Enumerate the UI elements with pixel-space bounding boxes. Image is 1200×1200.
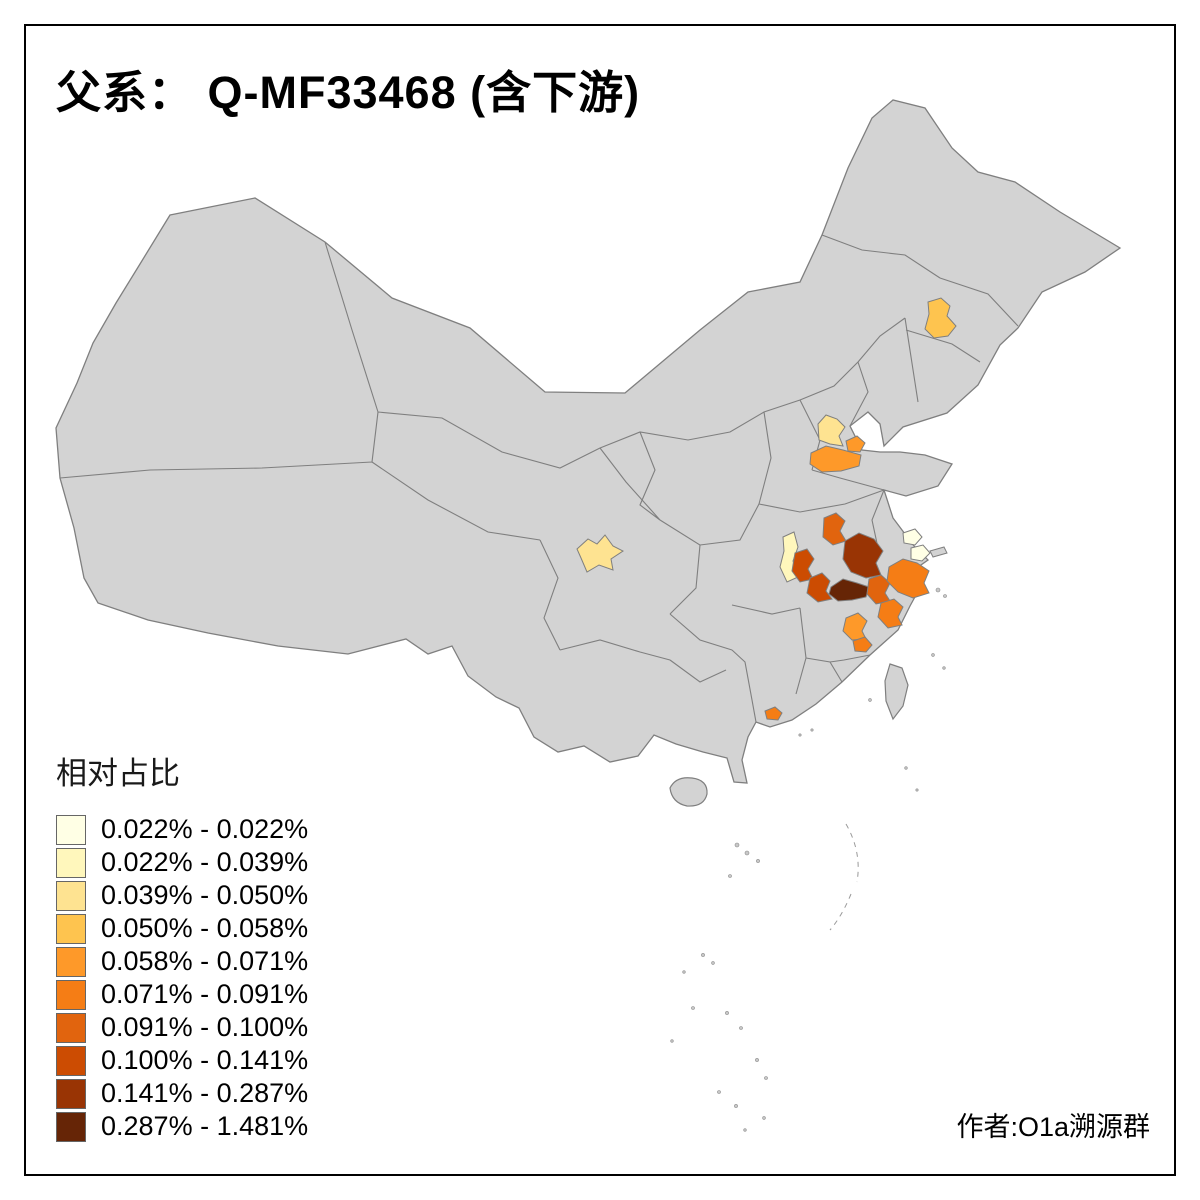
legend-item: 0.141% - 0.287% [56,1077,308,1110]
legend-swatch [56,946,86,977]
legend-item: 0.058% - 0.071% [56,945,308,978]
south-china-sea-islets [670,587,947,1132]
legend-swatch [56,814,86,845]
legend-label: 0.287% - 1.481% [101,1111,309,1141]
map-region-guangdong-dot [764,706,783,721]
legend-swatch [56,913,86,944]
map-region-zhejiang-jinhua [842,612,868,641]
legend-item: 0.022% - 0.039% [56,846,308,879]
map-region-jiangsu-south-pale-b [910,544,931,562]
hainan-island [669,777,708,807]
legend-item: 0.039% - 0.050% [56,879,308,912]
legend-swatch [56,1045,86,1076]
land-layer [55,99,1122,807]
legend-item: 0.022% - 0.022% [56,813,308,846]
legend-item: 0.287% - 1.481% [56,1110,308,1143]
legend-items: 0.022% - 0.022% 0.022% - 0.039% 0.039% - 0… [56,813,308,1143]
legend-label: 0.100% - 0.141% [101,1045,309,1075]
map-region-hubei-northeast [822,512,847,546]
maritime-dashed-boundary [829,823,859,931]
page-title: 父系： Q-MF33468 (含下游) [56,67,641,118]
map-region-shandong-west [845,435,866,453]
legend: 相对占比 0.022% - 0.022% 0.022% - 0.039% 0.039… [56,748,308,1143]
legend-label: 0.091% - 0.100% [101,1012,309,1042]
chongming-island [929,546,948,558]
legend-label: 0.050% - 0.058% [101,913,309,943]
legend-label: 0.058% - 0.071% [101,946,309,976]
legend-item: 0.071% - 0.091% [56,978,308,1011]
legend-item: 0.100% - 0.141% [56,1044,308,1077]
taiwan-island [884,663,909,721]
legend-item: 0.050% - 0.058% [56,912,308,945]
legend-label: 0.071% - 0.091% [101,979,309,1009]
legend-swatch [56,1111,86,1142]
legend-swatch [56,847,86,878]
legend-label: 0.022% - 0.022% [101,814,309,844]
legend-label: 0.039% - 0.050% [101,880,309,910]
legend-swatch [56,880,86,911]
legend-label: 0.141% - 0.287% [101,1078,309,1108]
map-region-zhejiang-ningbo [877,598,904,629]
map-region-hubei-central [791,548,815,583]
map-region-jiangxi-northwest [806,572,833,603]
map-region-zhejiang-wenzhou [852,636,873,653]
legend-swatch [56,1078,86,1109]
map-region-northeast-liaoning [924,297,957,339]
legend-title: 相对占比 [56,756,180,791]
legend-swatch [56,979,86,1010]
map-region-anhui-central-dark [842,532,884,579]
legend-item: 0.091% - 0.100% [56,1011,308,1044]
map-region-wannan-brick [866,574,891,605]
highlighted-regions [576,297,957,721]
legend-label: 0.022% - 0.039% [101,847,309,877]
map-region-anhui-south-darkest [828,578,870,602]
map-region-jiangsu-south-pale-a [902,528,923,546]
china-mainland [55,99,1122,784]
map-region-sichuan-chengdu [576,534,624,573]
map-region-zhejiang-north [886,558,930,599]
author-credit: 作者:O1a溯源群 [956,1112,1150,1142]
map-region-henan-shandong-band [809,445,862,473]
legend-swatch [56,1012,86,1043]
map-region-north-henan-pale [817,414,846,447]
